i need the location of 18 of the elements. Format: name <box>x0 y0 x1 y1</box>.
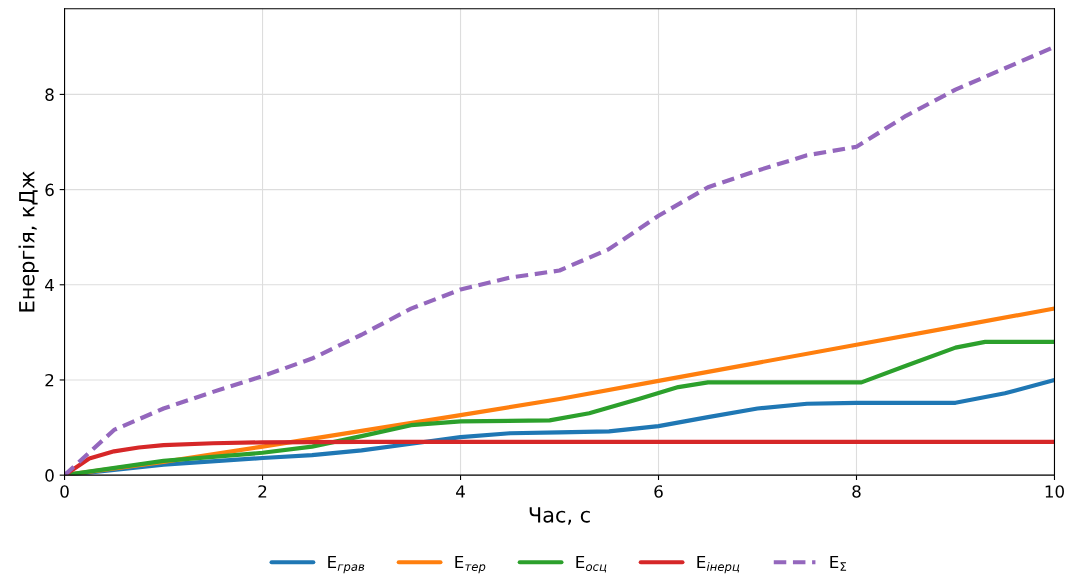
x-tick-label: 8 <box>852 485 861 498</box>
y-tick-label: 2 <box>45 373 54 387</box>
y-tick-label: 4 <box>45 278 54 292</box>
legend-label: E$_{інерц}$ <box>697 555 740 574</box>
y-axis-title: Енергія, кДж <box>18 171 39 312</box>
y-tick-label: 8 <box>45 88 54 101</box>
x-tick-label: 6 <box>654 485 663 498</box>
legend-label: E$_{тер}$ <box>455 555 486 574</box>
y-tick-label: 6 <box>45 183 54 197</box>
x-axis-title: Час, с <box>529 507 590 525</box>
x-tick-label: 4 <box>456 485 465 498</box>
x-tick-label: 10 <box>1045 485 1064 498</box>
legend-label: E$_{грав}$ <box>328 555 365 574</box>
x-tick-label: 0 <box>60 485 69 498</box>
x-tick-label: 2 <box>258 485 267 498</box>
legend-label: E$_{Σ}$ <box>830 555 847 571</box>
y-tick-label: 0 <box>45 469 54 482</box>
legend-label: E$_{осц}$ <box>576 555 607 573</box>
